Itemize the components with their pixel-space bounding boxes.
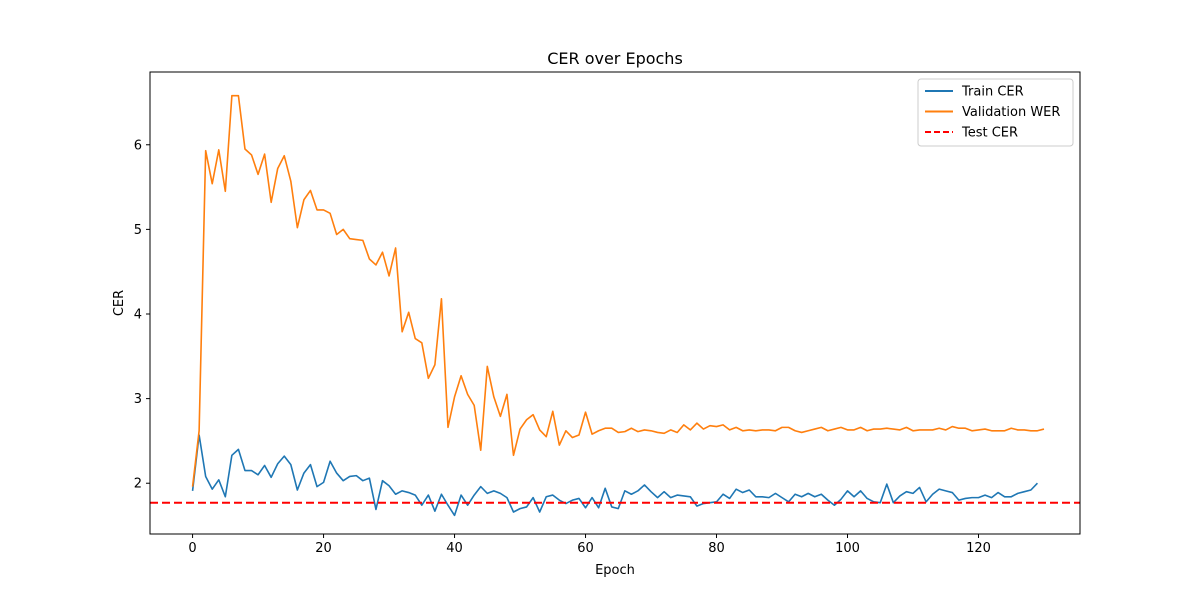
x-tick-label: 100	[835, 541, 860, 556]
validation-wer-line	[191, 94, 1045, 487]
y-tick-label: 6	[134, 138, 142, 153]
legend-label: Train CER	[961, 85, 1024, 100]
y-tick-label: 2	[134, 477, 142, 492]
legend: Train CER Validation WER Test CER	[917, 78, 1074, 147]
x-tick-label: 60	[577, 541, 594, 556]
legend-label: Validation WER	[962, 105, 1060, 120]
x-tick-label: 20	[315, 541, 332, 556]
y-axis: 2 3 4 5 6	[134, 138, 150, 492]
legend-label: Test CER	[961, 126, 1018, 141]
x-tick-label: 120	[966, 541, 991, 556]
y-tick-label: 4	[134, 308, 142, 323]
train-cer-line	[191, 434, 1039, 517]
y-tick-label: 3	[134, 392, 142, 407]
x-axis-label: Epoch	[595, 563, 635, 578]
x-axis: 0 20 40 60 80 100 120	[188, 534, 991, 556]
plot-area	[150, 94, 1080, 517]
axes-frame	[149, 71, 1081, 535]
legend-box	[917, 78, 1074, 147]
x-tick-label: 0	[188, 541, 196, 556]
chart-title: CER over Epochs	[547, 49, 683, 68]
x-tick-label: 80	[708, 541, 725, 556]
y-axis-label: CER	[112, 290, 127, 316]
x-tick-label: 40	[446, 541, 463, 556]
y-tick-label: 5	[134, 223, 142, 238]
